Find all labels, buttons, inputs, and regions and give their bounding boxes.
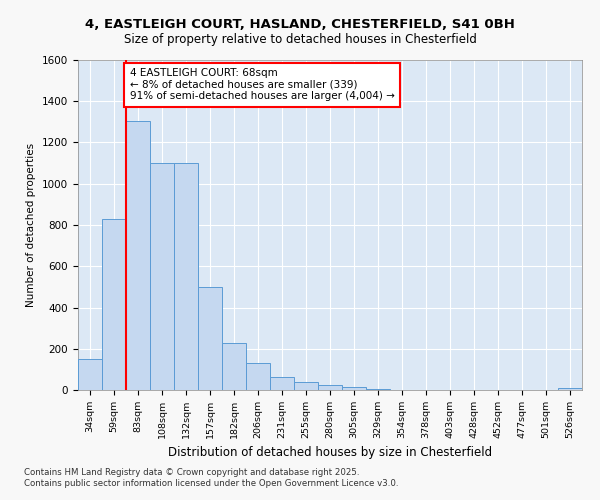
Bar	[198, 287, 222, 390]
Bar	[78, 359, 102, 390]
Bar	[366, 389, 390, 390]
Bar	[294, 382, 318, 390]
Bar	[246, 363, 270, 390]
Bar	[174, 163, 198, 390]
Y-axis label: Number of detached properties: Number of detached properties	[26, 143, 37, 307]
Text: 4 EASTLEIGH COURT: 68sqm
← 8% of detached houses are smaller (339)
91% of semi-d: 4 EASTLEIGH COURT: 68sqm ← 8% of detache…	[130, 68, 394, 102]
Bar	[222, 342, 246, 390]
Bar	[318, 385, 342, 390]
Bar	[342, 387, 366, 390]
Bar	[270, 376, 294, 390]
Text: Contains HM Land Registry data © Crown copyright and database right 2025.
Contai: Contains HM Land Registry data © Crown c…	[24, 468, 398, 487]
Bar	[102, 219, 126, 390]
Text: Size of property relative to detached houses in Chesterfield: Size of property relative to detached ho…	[124, 32, 476, 46]
Bar	[126, 121, 150, 390]
X-axis label: Distribution of detached houses by size in Chesterfield: Distribution of detached houses by size …	[168, 446, 492, 460]
Bar	[150, 163, 174, 390]
Text: 4, EASTLEIGH COURT, HASLAND, CHESTERFIELD, S41 0BH: 4, EASTLEIGH COURT, HASLAND, CHESTERFIEL…	[85, 18, 515, 30]
Bar	[558, 388, 582, 390]
